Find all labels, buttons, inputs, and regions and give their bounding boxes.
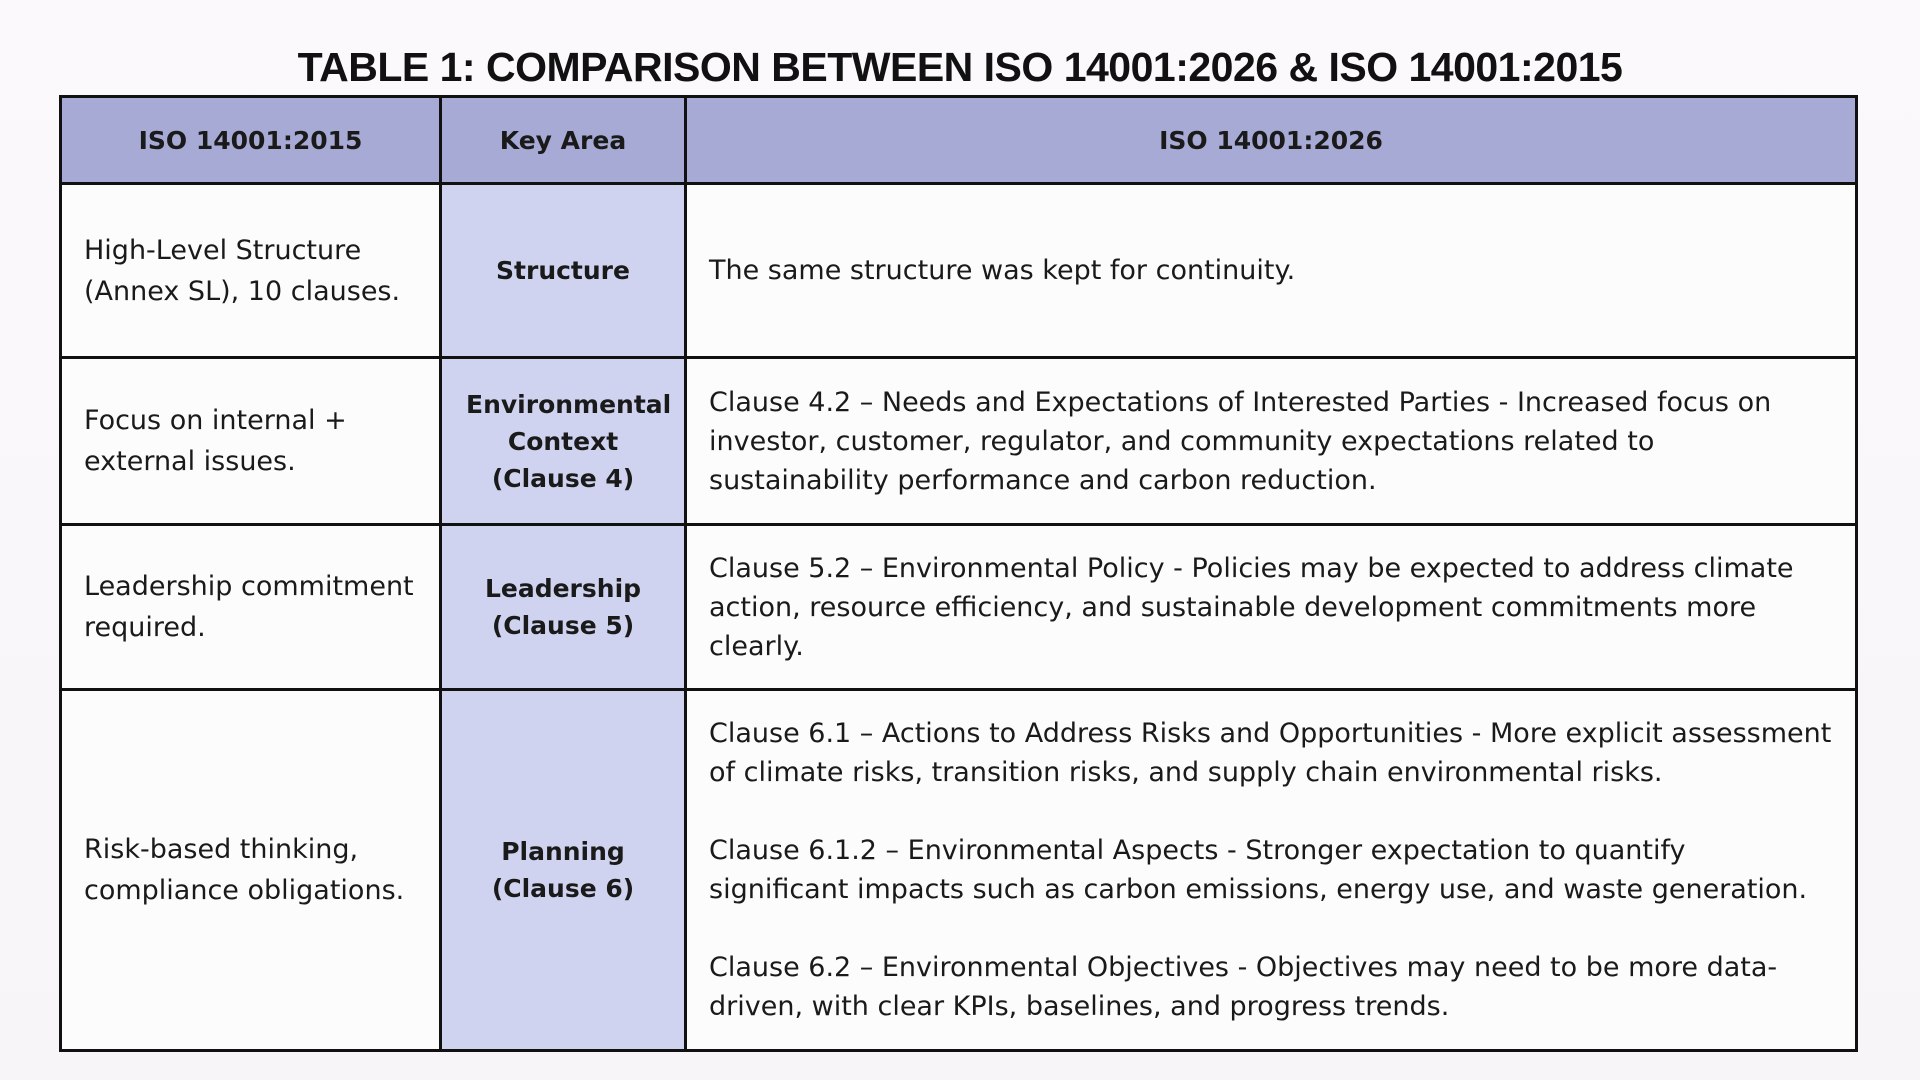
clause-paragraph: Clause 6.1.2 – Environmental Aspects - S…	[709, 835, 1808, 905]
new-version-cell: Clause 6.1 – Actions to Address Risks an…	[684, 688, 1858, 1052]
table-row: Risk-based thinking, compliance obligati…	[59, 688, 1858, 1052]
comparison-table: ISO 14001:2015 Key Area ISO 14001:2026 Hig…	[59, 95, 1858, 1052]
clause-paragraph: Clause 4.2 – Needs and Expectations of I…	[709, 386, 1772, 496]
previous-version-cell: High-Level Structure (Annex SL), 10 clau…	[59, 182, 442, 359]
clause-paragraph: The same structure was kept for continui…	[709, 255, 1296, 286]
table-row: Focus on internal + external issues. Envi…	[59, 356, 1858, 526]
table-title: TABLE 1: COMPARISON BETWEEN ISO 14001:20…	[297, 44, 1623, 90]
new-version-cell: The same structure was kept for continui…	[684, 182, 1858, 359]
previous-version-cell: Leadership commitment required.	[59, 523, 442, 691]
new-version-cell: Clause 4.2 – Needs and Expectations of I…	[684, 356, 1858, 526]
column-header: ISO 14001:2026	[684, 95, 1858, 185]
column-header: ISO 14001:2015	[59, 95, 442, 185]
previous-version-cell: Focus on internal + external issues.	[59, 356, 442, 526]
table-row: High-Level Structure (Annex SL), 10 clau…	[59, 182, 1858, 359]
key-area-cell: Leadership (Clause 5)	[439, 523, 687, 691]
table-row: Leadership commitment required. Leadershi…	[59, 523, 1858, 691]
column-header: Key Area	[439, 95, 687, 185]
key-area-cell: Environmental Context (Clause 4)	[439, 356, 687, 526]
clause-paragraph: Clause 6.2 – Environmental Objectives - …	[709, 952, 1778, 1022]
header-row: ISO 14001:2015 Key Area ISO 14001:2026	[59, 95, 1858, 185]
clause-paragraph: Clause 5.2 – Environmental Policy - Poli…	[709, 552, 1794, 662]
previous-version-cell: Risk-based thinking, compliance obligati…	[59, 688, 442, 1052]
key-area-cell: Planning (Clause 6)	[439, 688, 687, 1052]
key-area-cell: Structure	[439, 182, 687, 359]
clause-paragraph: Clause 6.1 – Actions to Address Risks an…	[709, 718, 1832, 788]
new-version-cell: Clause 5.2 – Environmental Policy - Poli…	[684, 523, 1858, 691]
